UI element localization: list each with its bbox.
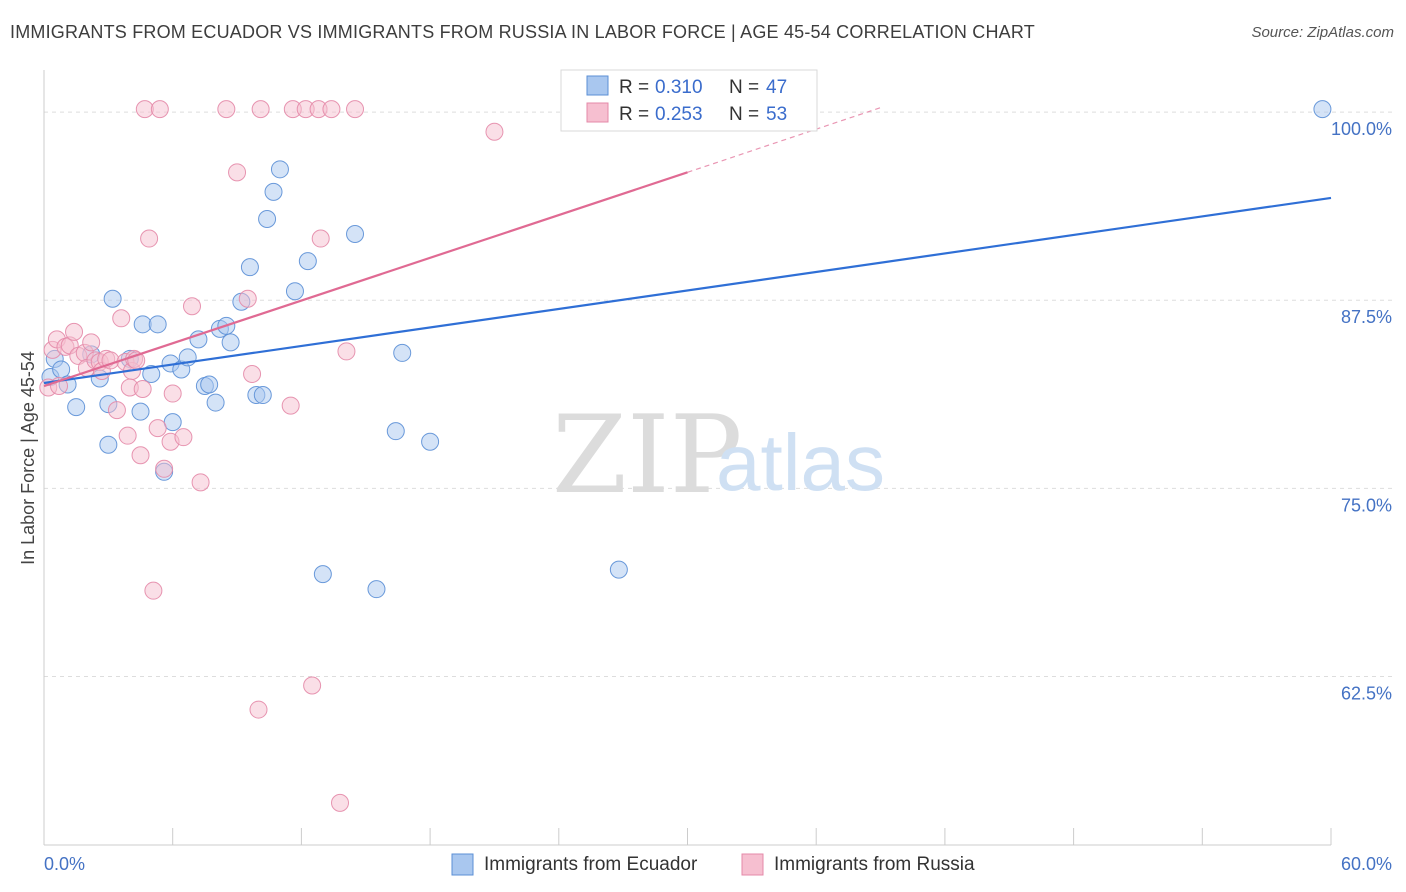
- watermark-zip: ZIP: [552, 393, 742, 518]
- ecuador-point: [386, 422, 405, 441]
- legend-r-value-ecuador: 0.310: [655, 77, 703, 98]
- ecuador-point: [258, 209, 277, 228]
- ecuador-point: [270, 160, 289, 179]
- y-tick-labels: 62.5% 75.0% 87.5% 100.0%: [1331, 119, 1392, 703]
- x-tick-label-max: 60.0%: [1341, 854, 1392, 874]
- bottom-legend: Immigrants from Ecuador Immigrants from …: [451, 853, 975, 876]
- trend-line-russia: [43, 171, 688, 388]
- ecuador-point: [346, 225, 365, 244]
- x-ticks: [43, 828, 1332, 845]
- russia-point: [322, 100, 341, 119]
- russia-point: [183, 297, 202, 316]
- y-tick-label: 100.0%: [1331, 119, 1392, 139]
- trend-line-ecuador: [43, 196, 1332, 385]
- russia-point: [331, 793, 350, 812]
- russia-point: [131, 446, 150, 465]
- legend-box: R = 0.310 N = 47 R = 0.253 N = 53: [560, 69, 818, 132]
- legend-n-value-ecuador: 47: [766, 77, 787, 98]
- x-tick-label-min: 0.0%: [44, 854, 85, 874]
- ecuador-point: [221, 333, 240, 352]
- russia-point: [174, 428, 193, 447]
- ecuador-point: [367, 580, 386, 599]
- legend-n-label-ecuador: N =: [729, 77, 759, 98]
- legend-r-label-ecuador: R =: [619, 77, 649, 98]
- russia-point: [251, 100, 270, 119]
- russia-point: [217, 100, 236, 119]
- legend-swatch-ecuador: [586, 75, 609, 96]
- legend-n-value-russia: 53: [766, 104, 787, 125]
- chart-title: IMMIGRANTS FROM ECUADOR VS IMMIGRANTS FR…: [10, 22, 1035, 42]
- russia-point: [144, 581, 163, 600]
- russia-point: [118, 426, 137, 445]
- watermark-atlas: atlas: [716, 418, 885, 507]
- russia-point: [148, 419, 167, 438]
- source-credit: Source: ZipAtlas.com: [1251, 24, 1394, 41]
- legend-n-label-russia: N =: [729, 104, 759, 125]
- trend-lines: [43, 107, 1332, 388]
- russia-point: [191, 473, 210, 492]
- ecuador-point: [264, 182, 283, 201]
- legend-r-value-russia: 0.253: [655, 104, 703, 125]
- ecuador-point: [253, 386, 272, 405]
- ecuador-point: [206, 393, 225, 412]
- ecuador-point: [285, 282, 304, 301]
- ecuador-point: [99, 435, 118, 454]
- ecuador-point: [1313, 100, 1332, 119]
- ecuador-point: [52, 360, 71, 379]
- russia-point: [238, 289, 257, 308]
- y-axis-title: In Labor Force | Age 45-54: [18, 351, 38, 565]
- russia-point: [281, 396, 300, 415]
- russia-point: [65, 322, 84, 341]
- ecuador-point: [298, 252, 317, 271]
- ecuador-point: [148, 315, 167, 334]
- ecuador-point: [240, 258, 259, 277]
- y-tick-label: 87.5%: [1341, 307, 1392, 327]
- russia-point: [112, 309, 131, 328]
- bottom-legend-label-russia: Immigrants from Russia: [774, 854, 975, 875]
- russia-point: [228, 163, 247, 182]
- russia-point: [346, 100, 365, 119]
- russia-point: [107, 401, 126, 420]
- series-russia-points: [39, 100, 504, 812]
- y-tick-label: 62.5%: [1341, 683, 1392, 703]
- ecuador-point: [421, 432, 440, 451]
- legend-swatch-russia: [586, 102, 609, 123]
- y-tick-label: 75.0%: [1341, 495, 1392, 515]
- legend-r-label-russia: R =: [619, 104, 649, 125]
- russia-point: [163, 384, 182, 403]
- ecuador-point: [103, 289, 122, 308]
- ecuador-point: [313, 565, 332, 584]
- bottom-legend-swatch-ecuador: [451, 853, 474, 876]
- ecuador-point: [393, 343, 412, 362]
- russia-point: [303, 676, 322, 695]
- ecuador-point: [200, 375, 219, 394]
- russia-point: [243, 364, 262, 383]
- ecuador-point: [131, 402, 150, 421]
- russia-point: [135, 100, 154, 119]
- russia-point: [311, 229, 330, 248]
- trend-line-russia-extension: [687, 107, 881, 173]
- russia-point: [337, 342, 356, 361]
- bottom-legend-swatch-russia: [741, 853, 764, 876]
- russia-point: [485, 122, 504, 141]
- russia-point: [133, 380, 152, 399]
- russia-point: [82, 333, 101, 352]
- russia-point: [155, 459, 174, 478]
- bottom-legend-label-ecuador: Immigrants from Ecuador: [484, 854, 698, 875]
- ecuador-point: [163, 413, 182, 432]
- russia-point: [150, 100, 169, 119]
- ecuador-point: [142, 364, 161, 383]
- russia-point: [140, 229, 159, 248]
- ecuador-point: [67, 398, 86, 417]
- ecuador-point: [133, 315, 152, 334]
- ecuador-point: [609, 560, 628, 579]
- russia-point: [249, 700, 268, 719]
